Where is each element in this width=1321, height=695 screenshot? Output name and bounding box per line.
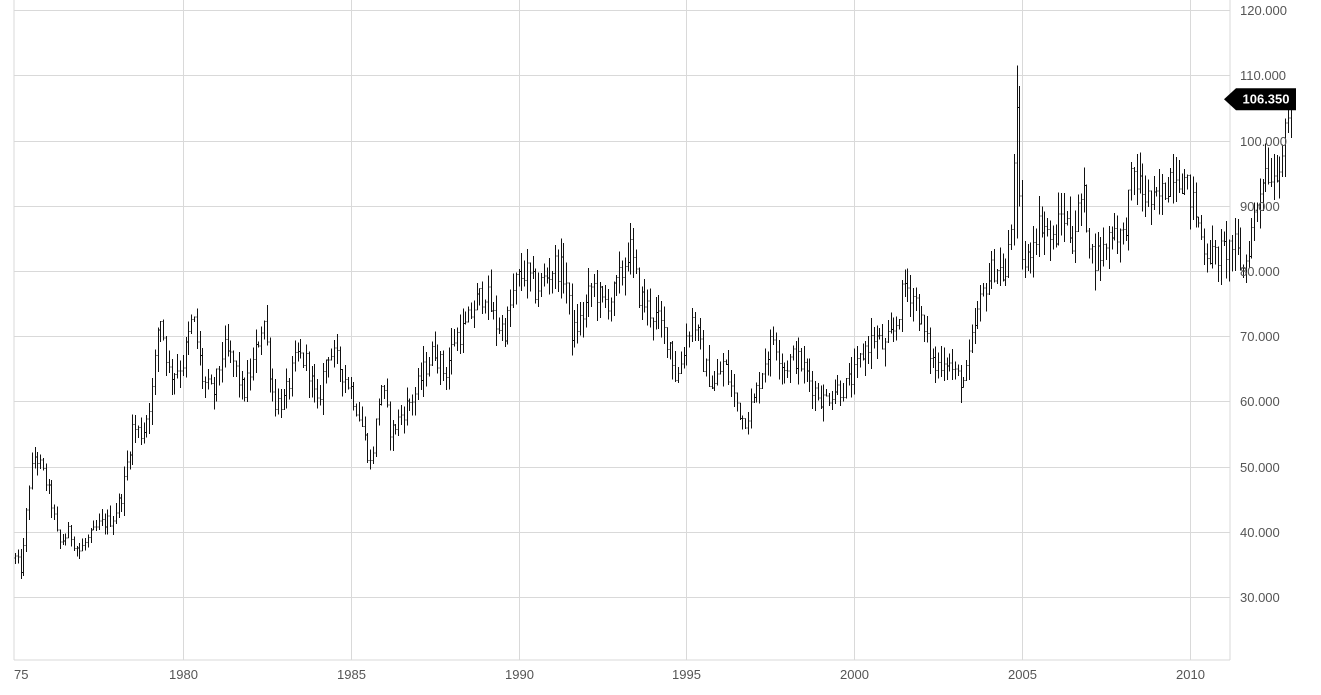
ohlc-bars xyxy=(14,65,1293,580)
x-tick-label: 75 xyxy=(14,667,28,682)
grid-lines xyxy=(13,0,1231,661)
x-tick-label: 1985 xyxy=(337,667,366,682)
y-tick-label: 110.000 xyxy=(1240,68,1286,83)
y-tick-label: 80.000 xyxy=(1240,264,1280,279)
x-tick-label: 1995 xyxy=(672,667,701,682)
x-tick-label: 2005 xyxy=(1008,667,1037,682)
y-tick-label: 120.000 xyxy=(1240,3,1287,18)
last-value-label-text: 106.350 xyxy=(1243,92,1290,107)
y-tick-label: 50.000 xyxy=(1240,460,1280,475)
x-tick-label: 1980 xyxy=(169,667,198,682)
x-tick-label: 2000 xyxy=(840,667,869,682)
x-axis-tick-labels: 75 1980 1985 1990 1995 2000 2005 2010 xyxy=(14,667,1205,682)
last-value-label: 106.350 xyxy=(1224,88,1296,111)
y-tick-label: 40.000 xyxy=(1240,525,1280,540)
y-tick-label: 70.000 xyxy=(1240,329,1280,344)
x-tick-label: 2010 xyxy=(1176,667,1205,682)
y-tick-label: 60.000 xyxy=(1240,394,1280,409)
y-tick-label: 90.000 xyxy=(1240,199,1280,214)
last-value-label-background xyxy=(1224,88,1296,111)
x-tick-label: 1990 xyxy=(505,667,534,682)
y-tick-label: 100.000 xyxy=(1240,134,1287,149)
y-tick-label: 30.000 xyxy=(1240,590,1280,605)
y-axis-tick-labels: 30.000 40.000 50.000 60.000 70.000 80.000 90.0… xyxy=(1240,3,1287,605)
